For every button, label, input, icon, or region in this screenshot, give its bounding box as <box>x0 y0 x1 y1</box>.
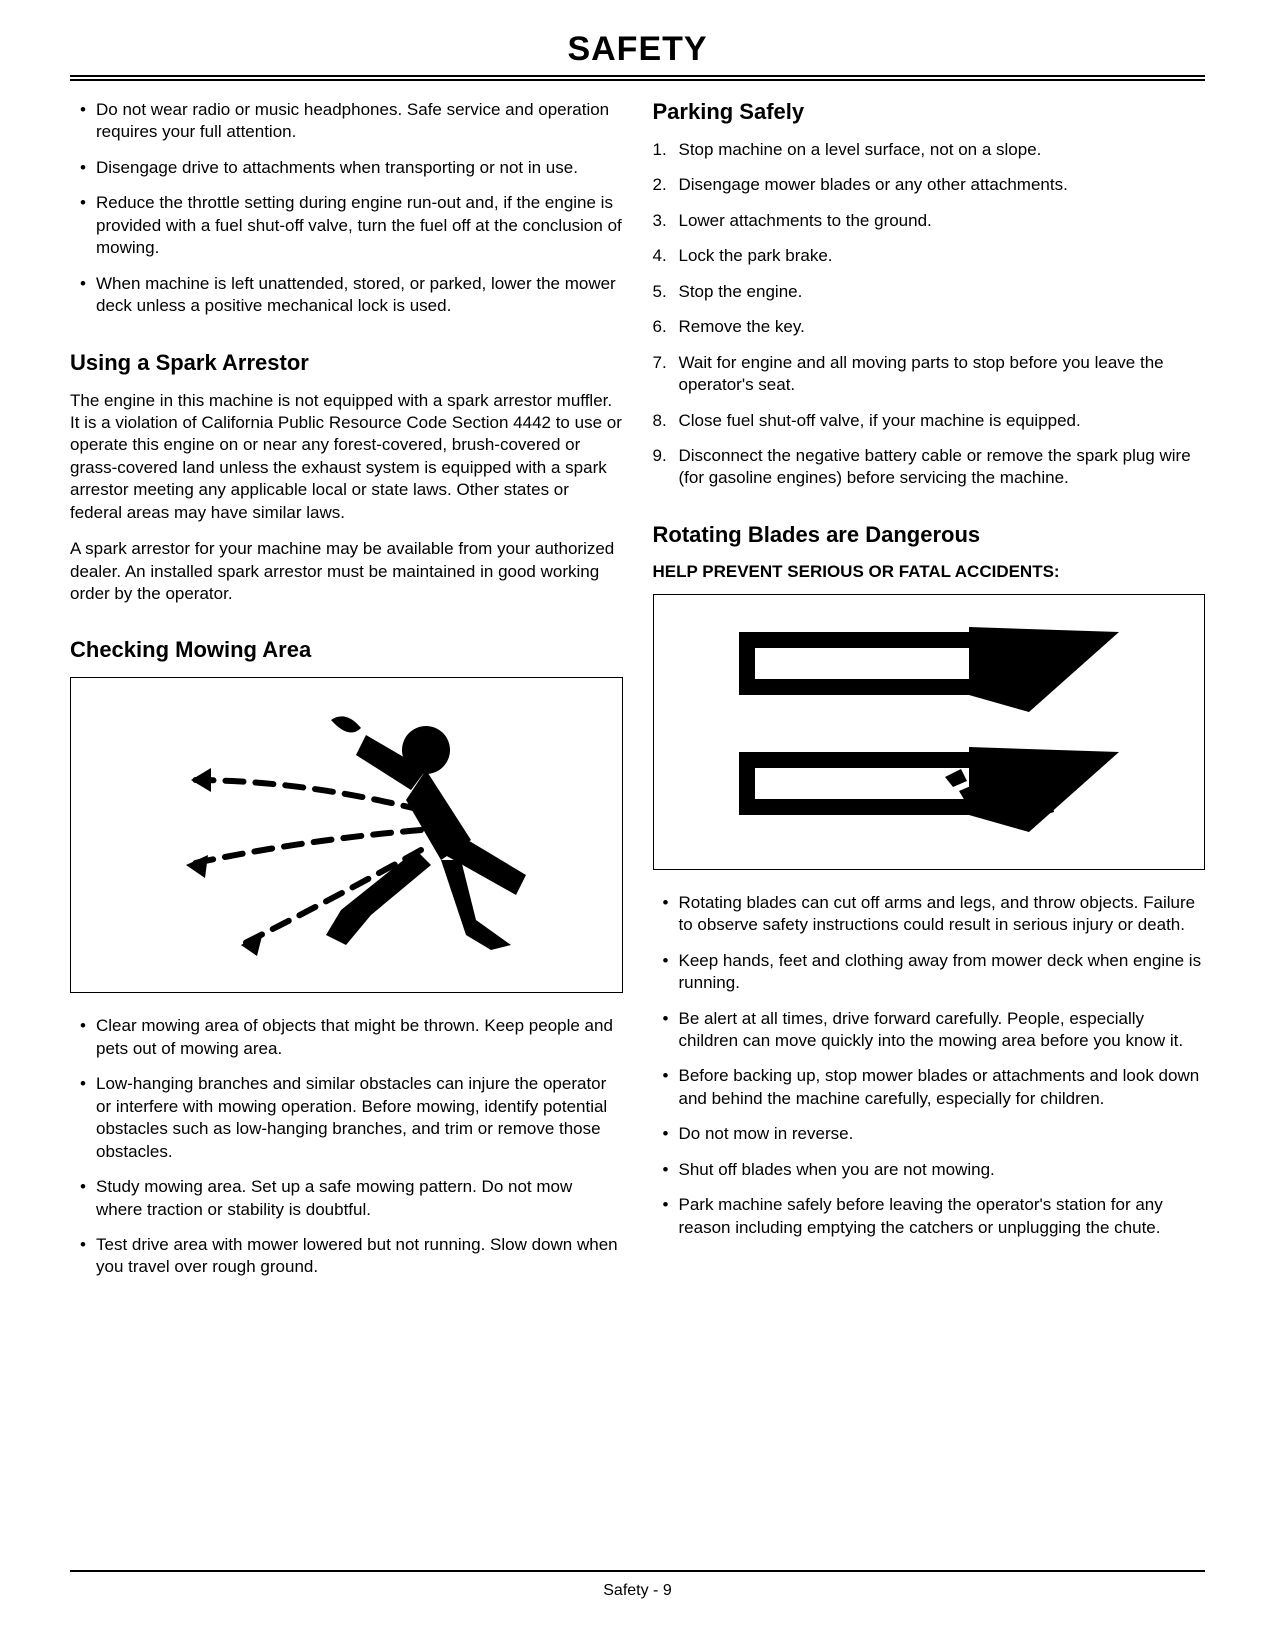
bullet-icon <box>70 1073 96 1163</box>
bullet-text: Low-hanging branches and similar obstacl… <box>96 1073 623 1163</box>
number-label: 2. <box>653 174 679 196</box>
bullet-text: Disengage drive to attachments when tran… <box>96 157 623 179</box>
bullet-text: Rotating blades can cut off arms and leg… <box>679 892 1206 937</box>
list-item: 7.Wait for engine and all moving parts t… <box>653 352 1206 397</box>
number-text: Disconnect the negative battery cable or… <box>679 445 1206 490</box>
checking-illustration <box>70 677 623 993</box>
number-text: Stop the engine. <box>679 281 1206 303</box>
checking-bullets: Clear mowing area of objects that might … <box>70 1015 623 1278</box>
list-item: Test drive area with mower lowered but n… <box>70 1234 623 1279</box>
list-item: Low-hanging branches and similar obstacl… <box>70 1073 623 1163</box>
checking-heading: Checking Mowing Area <box>70 637 623 663</box>
bullet-icon <box>653 892 679 937</box>
bullet-icon <box>70 1015 96 1060</box>
footer-text: Safety - 9 <box>603 1582 671 1599</box>
number-label: 7. <box>653 352 679 397</box>
number-label: 6. <box>653 316 679 338</box>
bullet-icon <box>70 157 96 179</box>
bullet-icon <box>653 950 679 995</box>
bullet-text: When machine is left unattended, stored,… <box>96 273 623 318</box>
list-item: When machine is left unattended, stored,… <box>70 273 623 318</box>
list-item: Park machine safely before leaving the o… <box>653 1194 1206 1239</box>
list-item: 9.Disconnect the negative battery cable … <box>653 445 1206 490</box>
right-column: Parking Safely 1.Stop machine on a level… <box>653 99 1206 1292</box>
bullet-text: Do not mow in reverse. <box>679 1123 1206 1145</box>
bullet-text: Reduce the throttle setting during engin… <box>96 192 623 259</box>
parking-heading: Parking Safely <box>653 99 1206 125</box>
page: SAFETY Do not wear radio or music headph… <box>0 0 1275 1650</box>
number-label: 9. <box>653 445 679 490</box>
blades-subheading: HELP PREVENT SERIOUS OR FATAL ACCIDENTS: <box>653 562 1206 582</box>
left-column: Do not wear radio or music headphones. S… <box>70 99 623 1292</box>
number-text: Stop machine on a level surface, not on … <box>679 139 1206 161</box>
spark-heading: Using a Spark Arrestor <box>70 350 623 376</box>
list-item: Reduce the throttle setting during engin… <box>70 192 623 259</box>
bullet-icon <box>653 1159 679 1181</box>
bullet-icon <box>70 1234 96 1279</box>
list-item: 3.Lower attachments to the ground. <box>653 210 1206 232</box>
bullet-icon <box>70 192 96 259</box>
list-item: Study mowing area. Set up a safe mowing … <box>70 1176 623 1221</box>
number-text: Disengage mower blades or any other atta… <box>679 174 1206 196</box>
list-item: 8.Close fuel shut-off valve, if your mac… <box>653 410 1206 432</box>
list-item: 4.Lock the park brake. <box>653 245 1206 267</box>
bullet-icon <box>70 273 96 318</box>
thrown-object-icon <box>131 690 561 980</box>
bullet-text: Test drive area with mower lowered but n… <box>96 1234 623 1279</box>
bullet-text: Clear mowing area of objects that might … <box>96 1015 623 1060</box>
number-label: 8. <box>653 410 679 432</box>
number-text: Wait for engine and all moving parts to … <box>679 352 1206 397</box>
list-item: Clear mowing area of objects that might … <box>70 1015 623 1060</box>
list-item: Do not wear radio or music headphones. S… <box>70 99 623 144</box>
list-item: 6.Remove the key. <box>653 316 1206 338</box>
bullet-text: Do not wear radio or music headphones. S… <box>96 99 623 144</box>
number-text: Remove the key. <box>679 316 1206 338</box>
spark-para: The engine in this machine is not equipp… <box>70 390 623 525</box>
number-text: Close fuel shut-off valve, if your machi… <box>679 410 1206 432</box>
intro-bullets: Do not wear radio or music headphones. S… <box>70 99 623 318</box>
bullet-text: Before backing up, stop mower blades or … <box>679 1065 1206 1110</box>
parking-list: 1.Stop machine on a level surface, not o… <box>653 139 1206 490</box>
list-item: Do not mow in reverse. <box>653 1123 1206 1145</box>
list-item: Rotating blades can cut off arms and leg… <box>653 892 1206 937</box>
bullet-icon <box>653 1123 679 1145</box>
page-title: SAFETY <box>70 30 1205 69</box>
list-item: Be alert at all times, drive forward car… <box>653 1008 1206 1053</box>
list-item: Keep hands, feet and clothing away from … <box>653 950 1206 995</box>
number-text: Lock the park brake. <box>679 245 1206 267</box>
blades-heading: Rotating Blades are Dangerous <box>653 522 1206 548</box>
blades-bullets: Rotating blades can cut off arms and leg… <box>653 892 1206 1239</box>
spark-para: A spark arrestor for your machine may be… <box>70 538 623 605</box>
number-label: 1. <box>653 139 679 161</box>
list-item: 5.Stop the engine. <box>653 281 1206 303</box>
bullet-text: Keep hands, feet and clothing away from … <box>679 950 1206 995</box>
bullet-icon <box>653 1008 679 1053</box>
bullet-text: Study mowing area. Set up a safe mowing … <box>96 1176 623 1221</box>
list-item: Disengage drive to attachments when tran… <box>70 157 623 179</box>
bullet-text: Park machine safely before leaving the o… <box>679 1194 1206 1239</box>
list-item: 1.Stop machine on a level surface, not o… <box>653 139 1206 161</box>
number-text: Lower attachments to the ground. <box>679 210 1206 232</box>
bullet-icon <box>653 1194 679 1239</box>
footer: Safety - 9 <box>70 1570 1205 1600</box>
bullet-text: Be alert at all times, drive forward car… <box>679 1008 1206 1053</box>
list-item: Before backing up, stop mower blades or … <box>653 1065 1206 1110</box>
columns: Do not wear radio or music headphones. S… <box>70 99 1205 1292</box>
list-item: 2.Disengage mower blades or any other at… <box>653 174 1206 196</box>
blades-illustration <box>653 594 1206 870</box>
number-label: 5. <box>653 281 679 303</box>
list-item: Shut off blades when you are not mowing. <box>653 1159 1206 1181</box>
rotating-blade-icon <box>709 607 1149 857</box>
bullet-icon <box>70 99 96 144</box>
bullet-text: Shut off blades when you are not mowing. <box>679 1159 1206 1181</box>
number-label: 4. <box>653 245 679 267</box>
number-label: 3. <box>653 210 679 232</box>
title-rule <box>70 75 1205 81</box>
bullet-icon <box>70 1176 96 1221</box>
bullet-icon <box>653 1065 679 1110</box>
